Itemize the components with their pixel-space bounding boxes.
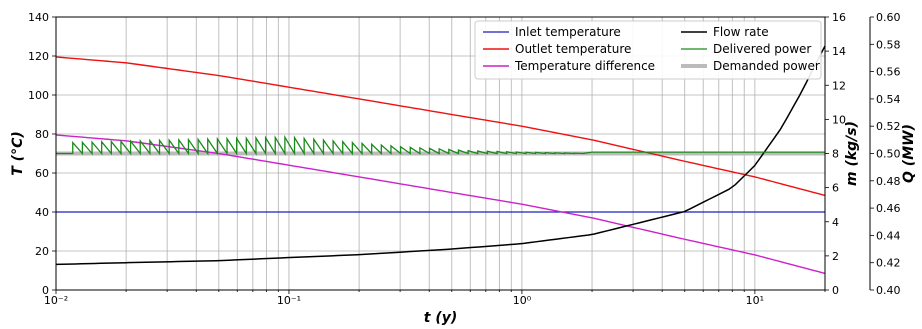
x-tick-label: 10¹	[746, 294, 764, 307]
y-tick-label-flow: 8	[832, 148, 839, 161]
y-tick-label-flow: 14	[832, 45, 846, 58]
series-line-flow-rate	[55, 45, 826, 266]
series-line-temperature-difference	[55, 134, 826, 275]
y-tick-label-temperature: 140	[28, 11, 49, 24]
y-axis-label-power: Q (MW)	[901, 124, 917, 183]
x-tick-label: 10⁰	[513, 294, 532, 307]
y-tick-label-power: 0.58	[876, 38, 901, 51]
y-tick-label-power: 0.56	[876, 66, 901, 79]
y-tick-label-flow: 10	[832, 113, 846, 126]
x-tick-label: 10⁻²	[44, 294, 68, 307]
y-tick-label-power: 0.50	[876, 148, 901, 161]
series-line-outlet-temperature	[55, 56, 826, 197]
y-axis-label-temperature: T (°C)	[10, 131, 26, 176]
legend-label-outlet-temperature: Outlet temperature	[515, 42, 631, 56]
y-tick-label-temperature: 20	[35, 245, 49, 258]
y-tick-label-power: 0.44	[876, 229, 901, 242]
y-tick-label-temperature: 60	[35, 167, 49, 180]
series-layer	[55, 45, 826, 275]
y-tick-label-power: 0.54	[876, 93, 901, 106]
y-tick-label-flow: 12	[832, 79, 846, 92]
y-tick-label-temperature: 120	[28, 50, 49, 63]
y-tick-label-flow: 2	[832, 250, 839, 263]
legend-label-temperature-difference: Temperature difference	[514, 59, 655, 73]
y-tick-label-flow: 6	[832, 182, 839, 195]
series-line-delivered-power	[56, 134, 825, 156]
legend: Inlet temperature Outlet temperature Tempe…	[474, 20, 822, 80]
x-tick-label: 10⁻¹	[277, 294, 301, 307]
legend-label-inlet-temperature: Inlet temperature	[515, 25, 621, 39]
legend-label-delivered-power: Delivered power	[713, 42, 811, 56]
legend-label-demanded-power: Demanded power	[713, 59, 820, 73]
legend-box	[474, 20, 822, 80]
y-tick-label-power: 0.46	[876, 202, 901, 215]
ticks-layer: 10⁻² 10⁻¹ 10⁰ 10¹ 0 20 40 60 80 100 120 140 0 2 4 6 8 10 1…	[28, 11, 901, 307]
y-tick-label-temperature: 40	[35, 206, 49, 219]
y-tick-label-flow: 16	[832, 11, 846, 24]
y-tick-label-flow: 0	[832, 284, 839, 297]
y-axis-label-flow: m (kg/s)	[844, 121, 860, 186]
y-tick-label-temperature: 0	[42, 284, 49, 297]
y-tick-label-power: 0.60	[876, 11, 901, 24]
legend-label-flow-rate: Flow rate	[713, 25, 769, 39]
y-tick-label-power: 0.52	[876, 120, 901, 133]
x-axis-label: t (y)	[424, 310, 458, 326]
y-tick-label-flow: 4	[832, 216, 839, 229]
y-tick-label-temperature: 80	[35, 128, 49, 141]
y-tick-label-power: 0.40	[876, 284, 901, 297]
y-tick-label-power: 0.48	[876, 175, 901, 188]
y-tick-label-power: 0.42	[876, 257, 901, 270]
y-tick-label-temperature: 100	[28, 89, 49, 102]
